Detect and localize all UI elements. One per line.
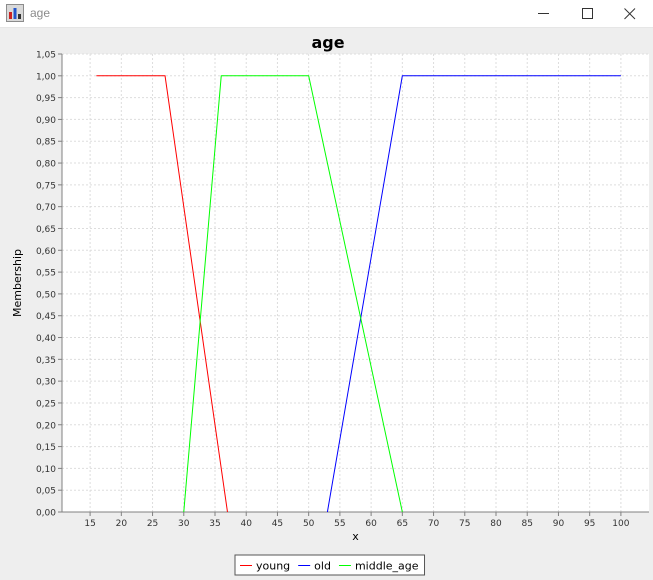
y-tick-label: 1,00 xyxy=(36,72,56,82)
y-tick-label: 1,05 xyxy=(36,51,56,61)
y-axis-label: Membership xyxy=(11,249,24,317)
y-tick-label: 0,75 xyxy=(36,181,56,191)
x-tick-label: 100 xyxy=(612,519,629,529)
chart-panel: age 0,00 0,05 0,10 0,15 0,20 0,25 0,30 0,35 0,40… xyxy=(0,28,653,576)
membership-chart: age 0,00 0,05 0,10 0,15 0,20 0,25 0,30 0,35 0,40… xyxy=(11,33,649,576)
close-button[interactable] xyxy=(607,0,653,27)
close-icon xyxy=(624,8,636,20)
minimize-icon xyxy=(538,13,549,14)
series-lines xyxy=(96,75,621,513)
x-tick-label: 40 xyxy=(240,519,252,529)
legend-label-middle-age: middle_age xyxy=(355,560,419,573)
axes: 0,00 0,05 0,10 0,15 0,20 0,25 0,30 0,35 0,40 0,45… xyxy=(36,51,649,529)
y-tick-label: 0,50 xyxy=(36,290,56,300)
legend: young old middle_age xyxy=(234,554,426,576)
y-tick-label: 0,30 xyxy=(36,378,56,388)
series-line-middle-age xyxy=(183,75,403,513)
y-tick-label: 0,90 xyxy=(36,116,56,126)
x-tick-label: 30 xyxy=(178,519,190,529)
series-line-old xyxy=(326,75,621,513)
y-tick-label: 0,20 xyxy=(36,421,56,431)
x-tick-label: 20 xyxy=(116,519,128,529)
y-tick-label: 0,80 xyxy=(36,160,56,170)
x-tick-label: 15 xyxy=(84,519,95,529)
legend-label-young: young xyxy=(256,560,290,573)
x-tick-label: 50 xyxy=(303,519,315,529)
plot-area xyxy=(62,54,649,512)
x-tick-label: 45 xyxy=(272,519,283,529)
maximize-button[interactable] xyxy=(565,0,611,27)
y-tick-label: 0,85 xyxy=(36,138,56,148)
y-tick-label: 0,70 xyxy=(36,203,56,213)
y-tick-label: 0,35 xyxy=(36,356,56,366)
series-line-young xyxy=(96,75,228,513)
y-tick-label: 0,40 xyxy=(36,334,56,344)
x-tick-label: 60 xyxy=(365,519,377,529)
maximize-icon xyxy=(582,8,593,19)
app-chart-icon xyxy=(6,4,24,22)
legend-label-old: old xyxy=(314,560,331,573)
x-tick-label: 70 xyxy=(428,519,440,529)
y-tick-label: 0,95 xyxy=(36,94,56,104)
x-tick-label: 85 xyxy=(522,519,533,529)
x-tick-label: 35 xyxy=(209,519,220,529)
y-tick-label: 0,45 xyxy=(36,312,56,322)
y-tick-label: 0,00 xyxy=(36,509,56,519)
x-tick-label: 90 xyxy=(553,519,565,529)
y-tick-label: 0,55 xyxy=(36,269,56,279)
y-tick-label: 0,25 xyxy=(36,399,56,409)
legend-box xyxy=(234,554,426,576)
window-title: age xyxy=(30,6,51,20)
y-tick-label: 0,60 xyxy=(36,247,56,257)
minimize-button[interactable] xyxy=(521,0,567,27)
y-tick-label: 0,05 xyxy=(36,487,56,497)
x-tick-label: 55 xyxy=(334,519,345,529)
y-tick-label: 0,15 xyxy=(36,443,56,453)
x-tick-label: 75 xyxy=(459,519,470,529)
y-tick-label: 0,10 xyxy=(36,465,56,475)
x-axis-label: x xyxy=(352,530,359,543)
x-tick-label: 95 xyxy=(584,519,595,529)
x-tick-label: 80 xyxy=(490,519,502,529)
x-tick-label: 65 xyxy=(397,519,408,529)
window-titlebar: age xyxy=(0,0,653,28)
x-tick-label: 25 xyxy=(147,519,158,529)
chart-title: age xyxy=(311,33,344,52)
y-tick-label: 0,65 xyxy=(36,225,56,235)
grid-lines xyxy=(62,53,649,512)
